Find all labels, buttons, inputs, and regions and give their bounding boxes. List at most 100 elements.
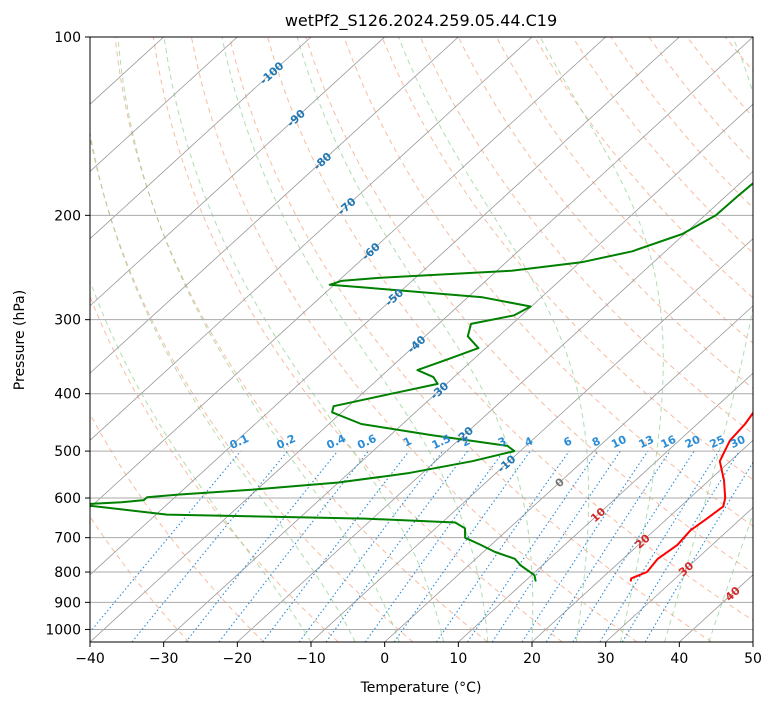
dry-adiabat [90, 295, 339, 642]
moist-adiabat [90, 129, 356, 642]
y-tick-label: 300 [54, 313, 81, 329]
mixing-ratio-line [298, 450, 444, 642]
dry-adiabat [267, 37, 753, 622]
mixing-ratio-line [491, 450, 621, 642]
mixing-ratio-line [262, 450, 410, 642]
mixing-ratio-line [364, 450, 505, 642]
moist-adiabat [664, 37, 753, 642]
dry-adiabat [686, 37, 753, 118]
isotherm-line [458, 372, 753, 642]
dry-adiabat [724, 37, 753, 72]
mixing-ratio-line [325, 450, 468, 642]
temperature-line [629, 411, 753, 582]
isotherm-line [605, 507, 753, 642]
contour-labels: 0.1 0.2 0.4 0.6 1 1.5 2 3 4 6 8 10 13 16 20 25 30-100-90… [228, 59, 748, 604]
mixing-ratio-label: 1 [401, 434, 413, 449]
y-axis-label: Pressure (hPa) [12, 290, 28, 390]
y-tick-label: 500 [54, 444, 81, 460]
dry-adiabat [114, 37, 488, 642]
mixing-ratio-label: 20 [683, 433, 703, 451]
isotherm-line [90, 37, 459, 374]
x-axis-label: Temperature (°C) [360, 680, 482, 696]
background-grid [90, 37, 775, 642]
isotherm-line [752, 641, 753, 642]
dry-adiabat [229, 37, 712, 642]
isotherm-line [237, 170, 753, 642]
moist-adiabat [708, 513, 753, 642]
x-tick-label: −20 [223, 651, 253, 667]
x-tick-label: −40 [75, 651, 105, 667]
dry-adiabat [305, 37, 753, 574]
chart-title: wetPf2_S126.2024.259.05.44.C19 [285, 11, 557, 31]
x-tick-label: 20 [523, 651, 541, 667]
mixing-ratio-line [90, 450, 242, 633]
mixing-ratio-label: 0.1 [228, 432, 251, 452]
mixing-ratio-line [572, 450, 695, 642]
dry-adiabat [763, 37, 775, 642]
x-tick-label: −10 [296, 651, 326, 667]
mixing-ratio-line [435, 450, 570, 642]
isotherm-line [531, 439, 753, 642]
y-tick-label: 1000 [45, 622, 81, 638]
moist-adiabat [296, 37, 534, 642]
mixing-ratio-line [393, 450, 531, 642]
plot-frame [89, 36, 754, 643]
axis-ticks: −40 −30 −20 −10 0 10 20 30 40 5010020030040050060… [45, 30, 762, 667]
isotherm-line [90, 37, 753, 642]
dry-adiabat [343, 37, 753, 527]
mixing-ratio-label: 30 [728, 433, 748, 451]
y-tick-label: 400 [54, 387, 81, 403]
moist-adiabat [539, 37, 664, 642]
dewpoint-line [90, 182, 753, 582]
mixing-ratio-label: 3 [496, 434, 508, 449]
isotherm-line [384, 305, 753, 642]
isotherm-line [90, 37, 533, 441]
isotherm-line [90, 37, 606, 509]
isotherm-line [310, 238, 753, 642]
isotherm-line [163, 103, 753, 642]
dry-adiabat [534, 37, 753, 299]
dry-adiabat [495, 37, 753, 344]
mixing-ratio-line [131, 450, 289, 642]
mixing-ratio-label: 6 [562, 434, 575, 449]
mixing-ratio-line [644, 461, 753, 642]
mixing-ratio-label: 25 [708, 433, 727, 451]
y-tick-label: 600 [54, 491, 81, 507]
mixing-ratio-line [599, 450, 720, 642]
dry-adiabat [572, 37, 753, 254]
dry-adiabat [457, 37, 753, 389]
mixing-ratio-label: 0.4 [325, 432, 348, 452]
moist-adiabat [90, 279, 312, 642]
y-tick-label: 100 [54, 30, 81, 46]
dry-adiabat [90, 515, 190, 642]
x-tick-label: 0 [380, 651, 389, 667]
isotherm-line [90, 37, 238, 172]
mixing-ratio-line [185, 450, 339, 642]
dry-adiabat [190, 37, 638, 642]
mixing-ratio-label: 13 [637, 433, 656, 451]
x-tick-label: 30 [597, 651, 615, 667]
x-tick-label: 10 [449, 651, 467, 667]
moist-adiabat [163, 37, 445, 642]
x-tick-label: 50 [744, 651, 762, 667]
mixing-ratio-line [521, 450, 649, 642]
y-tick-label: 200 [54, 208, 81, 224]
dry-adiabat [90, 412, 264, 642]
y-tick-label: 700 [54, 531, 81, 547]
isotherm-line [90, 37, 312, 240]
mixing-ratio-line [621, 450, 740, 642]
isotherm-line [90, 37, 385, 307]
moist-adiabat [398, 37, 590, 642]
y-tick-label: 800 [54, 565, 81, 581]
mixing-ratio-label: 0.2 [275, 432, 298, 452]
isotherm-line [90, 37, 680, 576]
x-tick-label: 40 [670, 651, 688, 667]
mixing-ratio-line [545, 450, 671, 642]
moist-adiabat [117, 37, 400, 642]
mixing-ratio-line [218, 450, 369, 642]
dry-adiabat [610, 37, 753, 209]
mixing-ratio-line [467, 450, 599, 642]
y-tick-label: 900 [54, 595, 81, 611]
mixing-ratio-label: 10 [609, 433, 629, 451]
